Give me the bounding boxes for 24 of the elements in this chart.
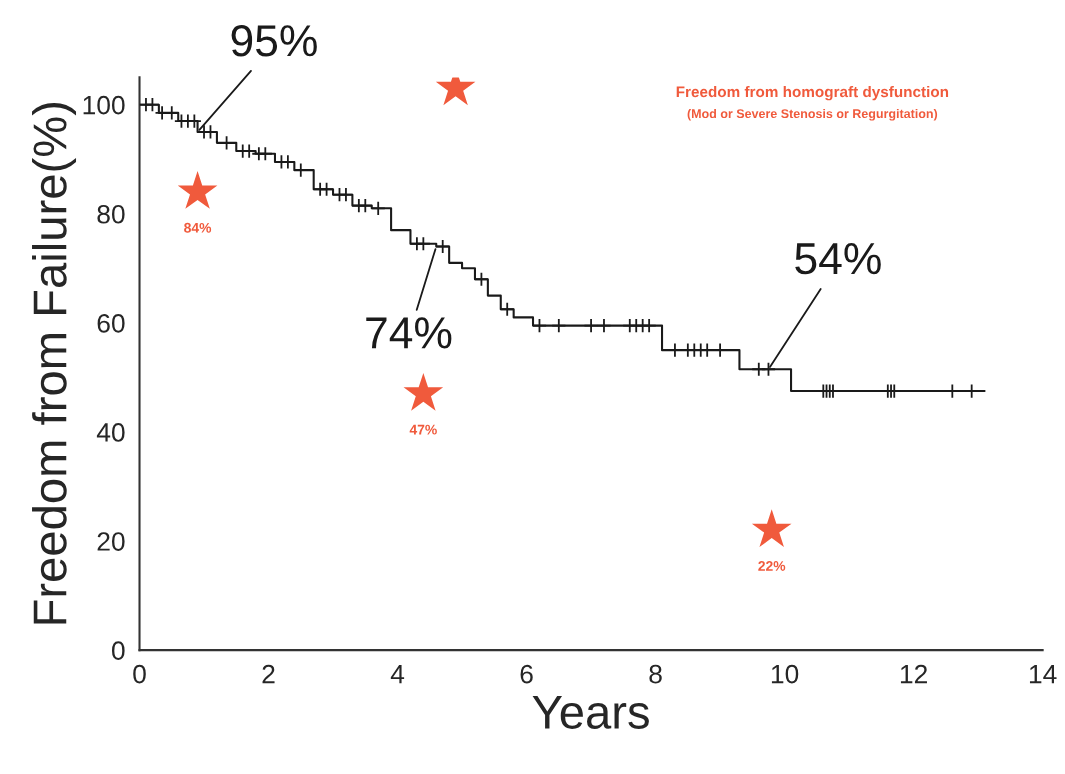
y-tick-label: 0	[111, 641, 125, 660]
x-tick-label: 14	[1029, 665, 1057, 684]
text: Freedom from homograft dysfunction	[676, 85, 949, 101]
data-label: 22%	[758, 561, 786, 571]
x-tick-label: 10	[771, 664, 799, 684]
data-label: 47%	[409, 424, 437, 435]
x-tick-label: 2	[262, 664, 275, 684]
y-tick-label: 80	[97, 204, 125, 224]
text: (Mod or Severe Stenosis or Regurgitation)	[687, 108, 938, 121]
x-tick-label: 12	[900, 664, 927, 684]
annotation: 95%	[231, 25, 317, 57]
annotation: 74%	[366, 317, 452, 349]
y-axis-title: Freedom from Failure(%)	[32, 102, 77, 624]
annotation: 54%	[795, 243, 881, 275]
x-tick-label: 4	[390, 665, 405, 684]
x-axis-title: Years	[532, 695, 649, 729]
x-tick-label: 6	[520, 664, 533, 684]
y-tick-label: 60	[97, 314, 125, 333]
y-tick-label: 100	[83, 95, 125, 115]
x-tick-label: 0	[133, 664, 146, 684]
x-tick-label: 8	[649, 664, 662, 684]
data-label: 84%	[184, 222, 212, 233]
y-tick-label: 40	[96, 423, 125, 442]
y-tick-label: 20	[97, 532, 125, 551]
